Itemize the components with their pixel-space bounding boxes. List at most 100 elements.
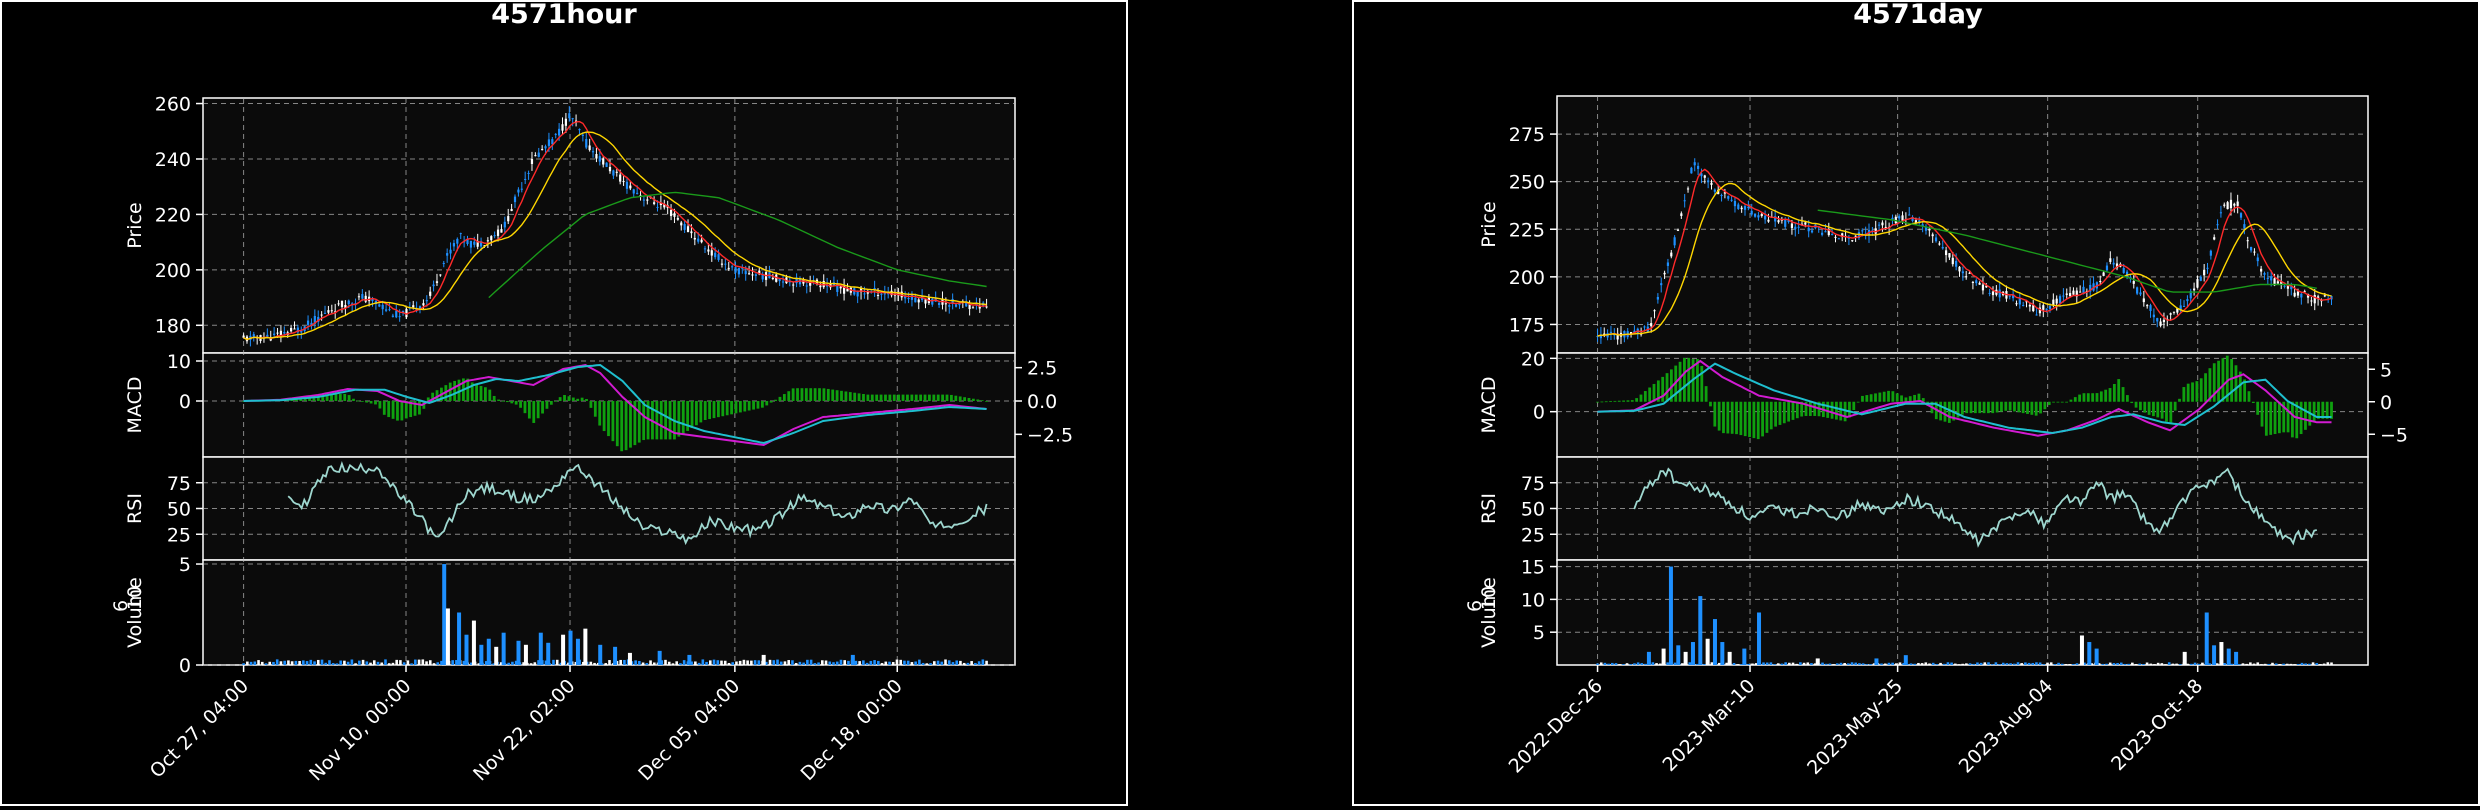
c0-volume-bar [499,662,503,665]
c1-candle-body [1961,271,1964,274]
c1-volume-spike-bar [1683,651,1688,665]
c1-macd-hist-bar [1965,401,1969,414]
c1-volume-spike-bar [1903,655,1908,665]
c1-volume-bar [2278,664,2282,665]
c0-volume-bar [555,659,559,665]
c1-volume-bar [2053,664,2057,665]
c0-macd-hist-bar [958,396,962,401]
c0-volume-bar [970,661,973,665]
c0-macd-hist-bar [475,384,479,401]
c0-volume-bar [768,659,772,665]
c1-volume-bar [2097,663,2101,665]
c1-candle-body [1680,213,1683,216]
c0-volume-bar [783,661,787,665]
c0-macd-hist-bar [901,394,905,401]
c0-macd-hist-bar [325,394,329,401]
c1-macd-hist-bar [1987,401,1990,414]
c0-volume-bar [544,660,548,665]
c1-volume-bar [1828,663,1832,665]
c0-volume-bar [806,659,809,665]
c0-macd-hist-bar [813,388,817,401]
c1-volume-bar [2031,662,2035,665]
c1-macd-hist-bar [2304,401,2307,430]
c1-volume-bar [2042,664,2046,665]
c0-macd-hist-bar [448,382,452,401]
c1-volume-bar [2186,663,2189,665]
c0-volume-bar [832,662,835,665]
c0-volume-bar [899,659,903,665]
c1-candle-body [2079,291,2082,293]
c0-macd-hist-bar [602,401,606,432]
c1-volume-bar [1636,662,1640,665]
c0-candle-body [846,288,849,292]
c0-candle-body [520,188,523,190]
c1-candle-body [1847,237,1851,239]
c0-candle-body [656,206,659,208]
c0-macd-hist-bar [985,401,988,402]
c0-volume-bar [380,662,384,665]
c0-volume-spike-bar [598,644,603,665]
c1-price-axis-label: Price [1478,201,1500,247]
c1-candle-body [1800,223,1804,225]
c1-volume-bar [1644,663,1647,665]
c0-macd-hist-bar [910,394,914,401]
c1-volume-bar [1740,664,1743,665]
c0-volume-bar [720,660,723,665]
c0-volume-bar [679,663,682,665]
c0-volume-bar [387,663,391,665]
c0-volume-bar [369,662,372,665]
c0-volume-bar [376,661,380,665]
c0-volume-bar [514,660,518,665]
c1-candle-body [1924,226,1928,231]
c1-volume-bar [2293,664,2296,665]
c0-candle-body [842,285,846,294]
c0-macd-hist-bar [646,401,650,440]
c1-candle-body [2199,276,2202,281]
c0-volume-bar [828,661,832,665]
c0-volume-bar [723,660,727,665]
c0-volume-bar [638,661,641,665]
c1-volume-bar [2322,663,2326,665]
c0-candle-body [334,311,337,313]
c1-candle-body [2296,291,2300,296]
c1-volume-bar [2108,662,2112,665]
c1-macd-hist-bar [2078,394,2082,402]
c1-volume-bar [1629,664,1633,665]
c1-macd-hist-bar [1856,401,1860,403]
c1-candle-body [1857,232,1861,238]
c0-candle-body [693,237,696,240]
c0-volume-bar [694,661,697,665]
c0-candle-body [296,327,299,333]
c0-volume-bar [410,663,413,665]
c0-macd-hist-bar [576,398,580,401]
c1-macd-hist-bar [2091,393,2095,402]
c1-volume-bar [1983,662,1987,665]
c1-volume-bar [2285,663,2289,665]
c0-macd-hist-bar [624,401,628,451]
c0-volume-bar [559,662,563,665]
c1-volume-bar [2326,662,2330,665]
c0-candle-body [822,280,825,288]
c0-candle-body [510,209,513,212]
c0-volume-bar [432,663,436,665]
c0-candle-body [276,332,279,334]
c1-macd-hist-bar [1917,393,1921,402]
c1-volume-bar [2046,662,2049,665]
c0-candle-body [564,118,567,126]
c1-price-tick-label: 225 [1509,219,1545,241]
c0-candle-body [446,253,449,256]
c0-volume-bar [589,661,593,665]
c0-volume-bar [951,662,955,665]
c0-volume-exponent-power: 6 [110,600,132,612]
c0-volume-spike-bar [442,564,447,665]
c0-volume-spike-bar [486,638,491,665]
c0-candle-body [758,270,761,275]
c0-volume-bar [981,659,985,665]
c1-volume-bar [2160,663,2164,665]
c0-candle-body [690,231,693,234]
c0-macd-hist-bar [945,394,949,401]
c0-candle-body [449,249,452,254]
c1-candle-body [2266,277,2269,279]
c0-volume-bar [929,663,932,665]
c1-volume-bar [1950,662,1953,665]
